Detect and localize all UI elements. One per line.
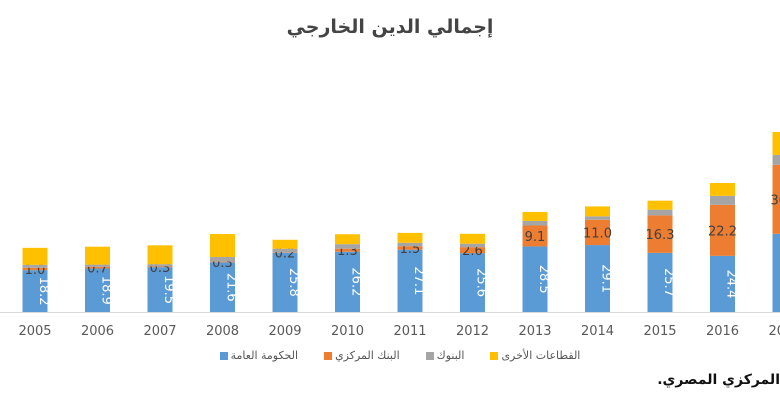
data-label: 2.6 [462, 244, 483, 259]
legend-label: البنك المركزي [335, 349, 400, 362]
data-label: 30.0 [771, 193, 780, 208]
bar-segment [85, 266, 110, 269]
bar-segment [710, 182, 735, 196]
data-label: 24.4 [724, 269, 739, 298]
x-tick-label: 2008 [206, 324, 239, 339]
legend-swatch [490, 351, 499, 360]
bar-segment [147, 245, 173, 265]
bar-segment [647, 200, 673, 210]
x-tick-label: 2014 [581, 324, 614, 339]
bar-segment [85, 268, 110, 312]
bar-segment [397, 246, 423, 250]
bar-segment [210, 261, 235, 263]
data-label: 19.5 [161, 275, 176, 304]
bar-segment [22, 270, 48, 312]
bar-segment [272, 239, 298, 249]
data-label: 25.8 [286, 268, 301, 297]
x-tick-label: 2011 [393, 324, 426, 339]
bar-segment [772, 233, 780, 312]
data-label: 25.6 [474, 268, 489, 297]
bar-segment [335, 248, 360, 252]
x-tick-label: 2009 [268, 324, 301, 339]
legend-swatch [425, 351, 434, 360]
bar-segment [335, 234, 360, 245]
bar-segment [522, 211, 548, 221]
bar-segment [335, 251, 360, 312]
data-label: 18.9 [99, 276, 114, 305]
bar-segment [585, 245, 610, 312]
legend-label: البنوك [436, 349, 465, 362]
legend-label: الحكومة العامة [230, 349, 299, 362]
data-label: 29.1 [599, 264, 614, 293]
bar-segment [710, 195, 735, 205]
legend-swatch [324, 351, 333, 360]
data-label: 11.0 [583, 226, 612, 241]
legend-item: الحكومة العامة [219, 349, 299, 362]
bar-segment [397, 242, 423, 247]
data-label: 27.1 [411, 266, 426, 295]
bar-segment [647, 215, 673, 253]
bar-segment [22, 247, 48, 265]
x-tick-label: 2005 [18, 324, 51, 339]
bar-segment [585, 216, 610, 220]
data-label: 22.2 [708, 224, 737, 239]
bar-segment [335, 244, 360, 249]
bar-segment [772, 154, 780, 165]
bar-segment [772, 164, 780, 234]
bar-segment [272, 252, 298, 312]
bar-segment [585, 206, 610, 217]
bar-segment [710, 255, 735, 312]
bar-segment [147, 264, 173, 267]
bar-segment [147, 267, 173, 312]
bar-segment [210, 257, 235, 262]
legend-swatch [219, 351, 228, 360]
chart-title: إجمالي الدين الخارجي [286, 16, 494, 38]
bar-segment [647, 252, 673, 312]
bar-segment [22, 264, 48, 268]
bar-segment [460, 233, 485, 244]
bar-segment [147, 266, 173, 268]
stacked-bar-plot: 18.21.0200518.90.7200619.50.3200721.60.3… [0, 131, 780, 339]
x-tick-label: 2017 [768, 324, 780, 339]
x-tick-label: 2010 [331, 324, 364, 339]
bar-segment [397, 249, 423, 312]
legend-item: البنك المركزي [324, 349, 400, 362]
data-label: 9.1 [525, 230, 546, 245]
x-tick-label: 2007 [143, 324, 176, 339]
bar-segment [210, 262, 235, 312]
bar-segment [522, 220, 548, 226]
legend-item: البنوك [425, 349, 465, 362]
data-label: 25.7 [661, 268, 676, 297]
bar-segment [522, 246, 548, 312]
bar-segment [272, 248, 298, 253]
bar-segment [85, 246, 110, 265]
bar-segment [772, 131, 780, 155]
bar-segment [22, 267, 48, 271]
x-tick-label: 2013 [518, 324, 551, 339]
legend-label: القطاعات الأخرى [501, 349, 581, 362]
footer-text: المركزي المصري. [657, 372, 780, 388]
bar-segment [460, 247, 485, 254]
bar-segment [647, 209, 673, 216]
x-tick-label: 2015 [643, 324, 676, 339]
bar-segment [210, 234, 235, 258]
x-tick-label: 2006 [81, 324, 114, 339]
legend-item: القطاعات الأخرى [490, 349, 580, 362]
bar-segment [585, 219, 610, 246]
bar-segment [522, 225, 548, 247]
bar-segment [460, 253, 485, 312]
bar-segment [397, 232, 423, 243]
x-tick-label: 2016 [706, 324, 739, 339]
legend: الحكومة العامة البنك المركزي البنوك القطاعا… [200, 349, 600, 362]
x-tick-label: 2012 [456, 324, 489, 339]
bar-segment [85, 264, 110, 267]
bar-segment [710, 204, 735, 256]
data-label: 28.5 [536, 265, 551, 294]
data-label: 16.3 [646, 228, 675, 243]
data-label: 26.2 [349, 267, 364, 296]
data-label: 21.6 [224, 273, 239, 302]
data-label: 18.2 [36, 277, 51, 306]
bar-segment [460, 243, 485, 248]
